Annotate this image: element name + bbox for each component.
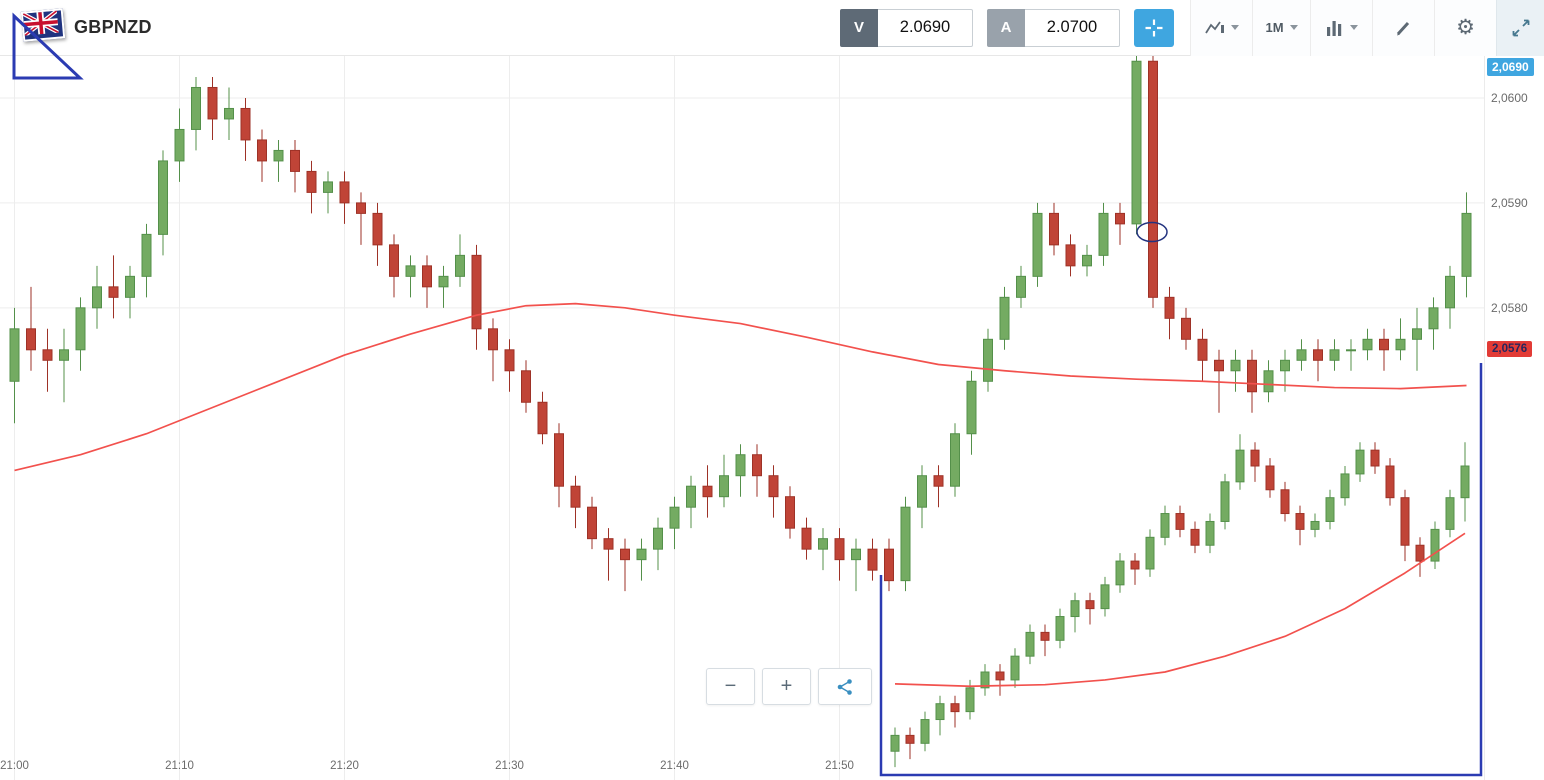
crosshair-icon bbox=[1145, 19, 1163, 36]
inset-candlestick-chart bbox=[890, 434, 1470, 768]
buy-tag: A bbox=[987, 8, 1025, 47]
time-axis-label: 21:20 bbox=[330, 760, 359, 772]
chevron-down-icon bbox=[1349, 25, 1358, 30]
buy-price-value: 2.0700 bbox=[1025, 8, 1120, 47]
timeframe-button[interactable]: 1M bbox=[1252, 0, 1310, 56]
inset-ma-line bbox=[894, 532, 1466, 688]
inset-candlestick-series bbox=[890, 434, 1470, 768]
share-icon bbox=[837, 678, 852, 695]
minus-icon: − bbox=[724, 675, 737, 697]
indicators-icon bbox=[1326, 20, 1341, 36]
chart-canvas[interactable]: − + 21:00 21:10 21:20 21:30 21:40 21:50 bbox=[0, 56, 1484, 780]
main-candlestick-series bbox=[9, 56, 1472, 592]
settings-button[interactable]: ⚙ bbox=[1434, 0, 1496, 56]
share-button[interactable] bbox=[818, 668, 872, 705]
time-axis-label: 21:10 bbox=[165, 760, 194, 772]
chevron-down-icon bbox=[1289, 25, 1298, 30]
time-axis-label: 21:40 bbox=[660, 760, 689, 772]
toolbar-controls: V 2.0690 A 2.0700 1M bbox=[840, 0, 1544, 56]
fullscreen-button[interactable] bbox=[1496, 0, 1544, 56]
chart-type-icon bbox=[1204, 20, 1224, 33]
sell-price-control[interactable]: V 2.0690 bbox=[840, 8, 973, 47]
price-axis: 2,0600 2,0590 2,0580 2,0690 2,0576 bbox=[1484, 56, 1544, 780]
pencil-icon bbox=[1396, 21, 1409, 35]
time-axis-label: 21:50 bbox=[825, 760, 854, 772]
last-price-badge: 2,0576 bbox=[1487, 340, 1533, 357]
time-axis-label: 21:30 bbox=[495, 760, 524, 772]
chevron-down-icon bbox=[1230, 25, 1239, 30]
zoom-out-button[interactable]: − bbox=[706, 668, 755, 705]
zoom-in-button[interactable]: + bbox=[762, 668, 811, 705]
price-axis-label: 2,0580 bbox=[1491, 300, 1528, 315]
drawing-tools-button[interactable] bbox=[1372, 0, 1434, 56]
timeframe-label: 1M bbox=[1265, 20, 1284, 35]
time-axis-label: 21:00 bbox=[0, 760, 29, 772]
top-toolbar: GBPNZD V 2.0690 A 2.0700 bbox=[0, 0, 1544, 56]
gear-icon: ⚙ bbox=[1456, 15, 1475, 39]
top-price-badge: 2,0690 bbox=[1487, 58, 1534, 76]
main-candlestick-chart bbox=[0, 56, 1484, 780]
crosshair-tool-button[interactable] bbox=[1134, 8, 1174, 47]
sell-tag: V bbox=[840, 8, 878, 47]
buy-price-control[interactable]: A 2.0700 bbox=[987, 8, 1120, 47]
plus-icon: + bbox=[780, 675, 793, 697]
sell-price-value: 2.0690 bbox=[878, 8, 973, 47]
price-axis-label: 2,0600 bbox=[1491, 90, 1528, 105]
indicators-button[interactable] bbox=[1310, 0, 1372, 56]
expand-icon bbox=[1512, 19, 1529, 36]
price-axis-label: 2,0590 bbox=[1491, 195, 1528, 210]
gbpnzd-flag-icon bbox=[20, 8, 66, 42]
chart-type-button[interactable] bbox=[1190, 0, 1252, 56]
symbol-title: GBPNZD bbox=[74, 17, 152, 37]
zoom-inset-window[interactable] bbox=[881, 363, 1481, 775]
